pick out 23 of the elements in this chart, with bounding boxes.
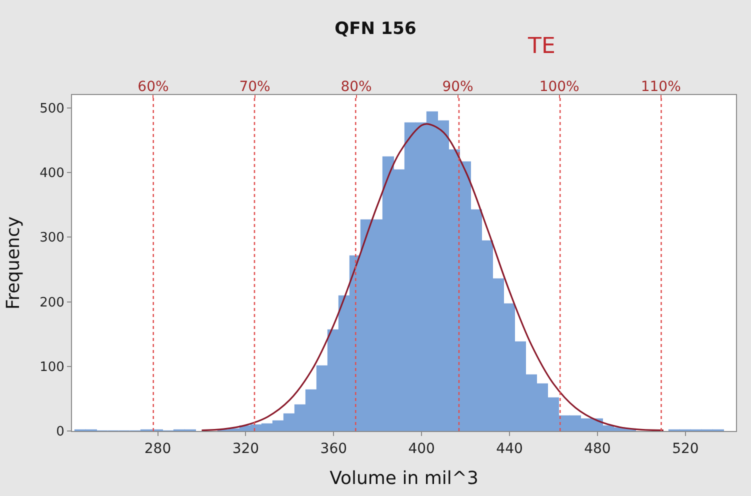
chart-title: QFN 156: [334, 19, 416, 40]
x2-tick-label: 110%: [640, 79, 681, 96]
x2-tick-label: 70%: [239, 79, 270, 96]
y-tick-label: 300: [40, 230, 64, 246]
x-tick-label: 280: [144, 440, 172, 457]
x-tick-label: 320: [232, 440, 260, 457]
y-axis-title: Frequency: [2, 216, 24, 310]
y-tick-label: 200: [40, 295, 64, 310]
x2-tick-label: 80%: [340, 79, 372, 96]
x-axis-title: Volume in mil^3: [330, 468, 478, 489]
x2-tick-label: 100%: [539, 79, 580, 96]
y-tick-label: 500: [40, 101, 64, 116]
text: TE: [527, 34, 556, 59]
y-tick-label: 400: [40, 166, 64, 182]
x-tick-label: 360: [320, 440, 348, 457]
x-tick-label: 400: [408, 440, 435, 457]
x2-tick-label: 90%: [442, 79, 474, 96]
x-tick-label: 480: [584, 440, 611, 457]
y-tick-label: 100: [40, 360, 64, 375]
x2-tick-label: 60%: [138, 79, 169, 96]
x-tick-label: 440: [496, 440, 523, 457]
x-tick-label: 520: [672, 440, 699, 457]
y-tick-label: 0: [56, 424, 64, 440]
